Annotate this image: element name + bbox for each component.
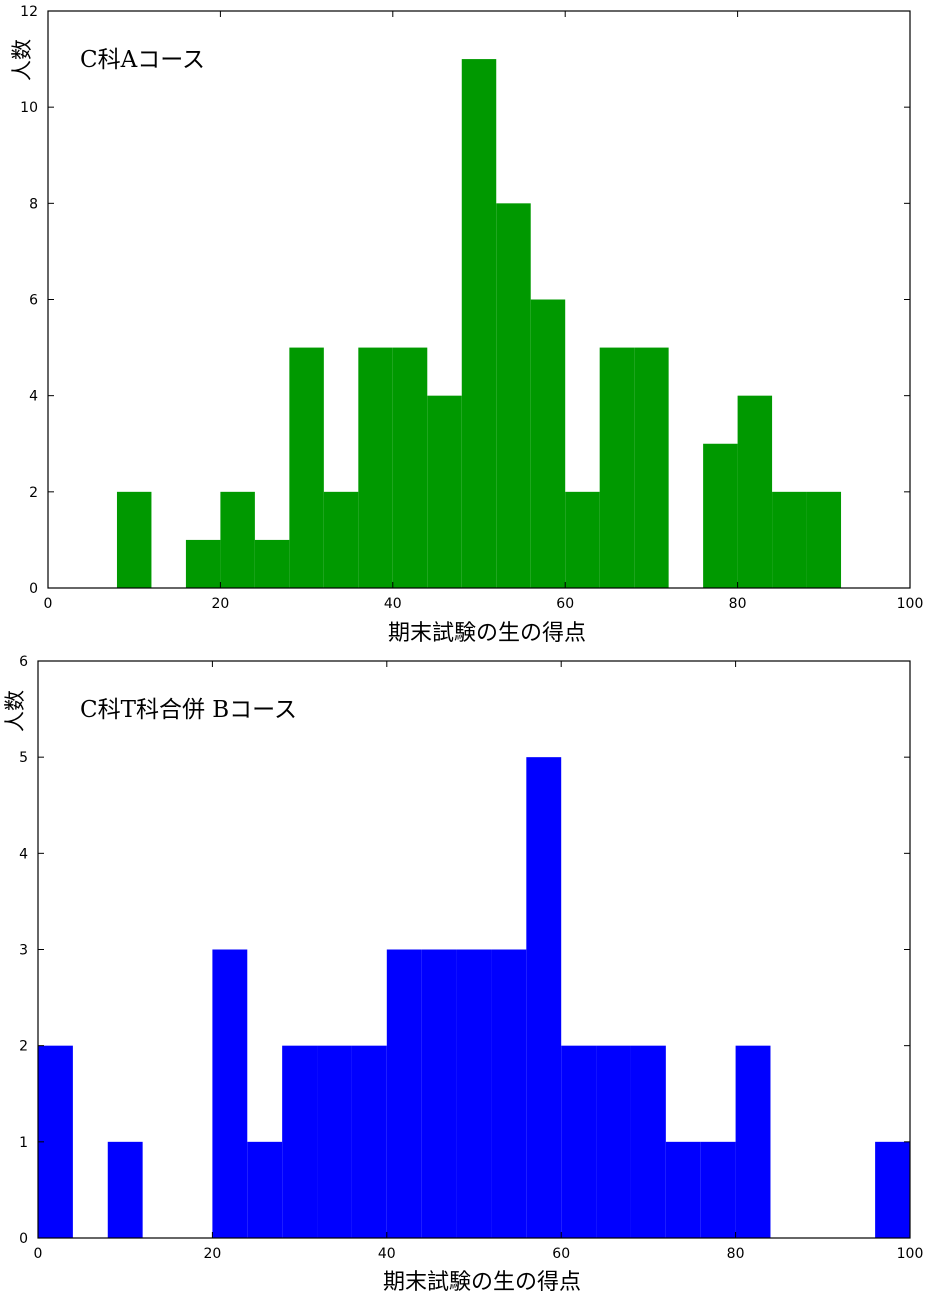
histogram-bar	[596, 1045, 631, 1238]
bars	[116, 59, 842, 589]
histogram-bar	[392, 347, 428, 588]
x-tick-label: 60	[556, 596, 574, 612]
y-tick-label: 8	[29, 196, 38, 212]
histogram-bar	[456, 949, 492, 1238]
y-axis-title: 人数	[10, 39, 34, 81]
histogram-bar	[526, 757, 562, 1238]
panel-annotation: C科Aコース	[80, 47, 205, 73]
y-tick-label: 3	[19, 943, 28, 959]
histogram-bar	[561, 1045, 597, 1238]
x-tick-label: 0	[44, 596, 53, 612]
histogram-bar	[772, 491, 807, 588]
histogram-bar	[185, 539, 221, 588]
histogram-bar	[491, 949, 527, 1238]
histogram-bar	[737, 395, 773, 588]
histogram-bar	[386, 949, 422, 1238]
x-tick-label: 80	[729, 596, 747, 612]
histogram-bar	[317, 1045, 352, 1238]
y-tick-label: 4	[29, 389, 38, 405]
y-tick-label: 4	[19, 846, 28, 862]
histogram-bar	[875, 1141, 910, 1238]
histogram-bar	[665, 1141, 701, 1238]
x-tick-label: 100	[897, 1246, 924, 1262]
y-tick-label: 2	[29, 485, 38, 501]
histogram-bar	[427, 395, 462, 588]
y-tick-label: 2	[19, 1039, 28, 1055]
histogram-bar	[496, 203, 531, 589]
y-tick-label: 6	[19, 654, 28, 670]
histogram-bar	[254, 539, 290, 588]
histogram-bar	[630, 1045, 666, 1238]
histogram-bar	[212, 949, 248, 1238]
histogram-bar	[565, 491, 600, 588]
x-axis-title: 期末試験の生の得点	[383, 1270, 581, 1294]
histogram-bar	[116, 491, 152, 588]
x-tick-label: 0	[34, 1246, 43, 1262]
panel-annotation: C科T科合併 Bコース	[80, 697, 297, 723]
histogram-bar	[107, 1141, 143, 1238]
y-tick-label: 5	[19, 750, 28, 766]
x-axis-title: 期末試験の生の得点	[388, 621, 586, 646]
histogram-bar	[735, 1045, 771, 1238]
histogram-bar	[247, 1141, 283, 1238]
x-tick-label: 80	[727, 1246, 745, 1262]
y-tick-label: 6	[29, 293, 38, 309]
histogram-bar	[323, 491, 359, 588]
x-tick-label: 40	[378, 1246, 396, 1262]
histogram-bar	[461, 59, 497, 589]
histogram-panel-b-course: C科T科合併 Bコース 期末試験の生の得点 人数 0 20 40 60 80 100 0 1 2…	[3, 654, 923, 1294]
histogram-bar	[806, 491, 842, 588]
histogram-bar	[530, 299, 566, 588]
y-tick-label: 1	[19, 1135, 28, 1151]
bars	[38, 757, 910, 1238]
x-tick-label: 100	[897, 596, 924, 612]
y-tick-label: 12	[20, 4, 38, 20]
histogram-bar	[289, 347, 324, 588]
histogram-bar	[220, 491, 255, 588]
x-tick-label: 40	[384, 596, 402, 612]
histogram-bar	[634, 347, 669, 588]
histogram-bar	[351, 1045, 387, 1238]
y-tick-label: 0	[19, 1231, 28, 1247]
histogram-bar	[700, 1141, 736, 1238]
y-tick-label: 10	[20, 100, 38, 116]
histogram-bar	[358, 347, 393, 588]
histogram-panel-a-course: C科Aコース 期末試験の生の得点 人数 0 20 40 60 80 100 0 2 4 6 8 10 1…	[10, 4, 923, 646]
histogram-bar	[282, 1045, 318, 1238]
x-tick-label: 60	[552, 1246, 570, 1262]
histogram-bar	[703, 443, 738, 588]
y-tick-label: 0	[29, 581, 38, 597]
y-axis-title: 人数	[3, 690, 27, 732]
x-tick-label: 20	[203, 1246, 221, 1262]
histogram-bar	[599, 347, 635, 588]
histogram-bar	[421, 949, 457, 1238]
x-tick-label: 20	[211, 596, 229, 612]
